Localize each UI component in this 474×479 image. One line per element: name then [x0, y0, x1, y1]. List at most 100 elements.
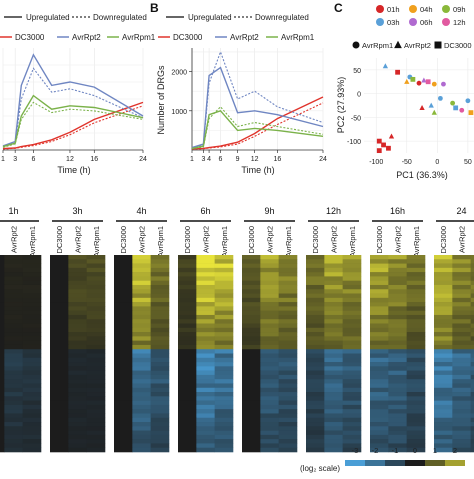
heatmap-cell [343, 332, 362, 337]
heatmap-cell [343, 315, 362, 320]
heatmap-cell [215, 448, 234, 453]
heatmap-cell [242, 306, 261, 311]
heatmap-cell [434, 431, 453, 436]
heatmap-cell [151, 396, 170, 401]
heatmap-cell [68, 324, 87, 329]
heatmap-cell [324, 392, 343, 397]
heatmap-cell [215, 319, 234, 324]
scale-swatch [445, 460, 465, 466]
heatmap-cell [178, 294, 197, 299]
heatmap-cell [242, 345, 261, 350]
heatmap-cell [196, 413, 215, 418]
heatmap-cell [306, 264, 325, 269]
heatmap-cell [151, 302, 170, 307]
heatmap-cell [370, 264, 389, 269]
heatmap-cell [87, 281, 106, 286]
heatmap-cell [196, 294, 215, 299]
heatmap-cell [452, 379, 471, 384]
heatmap-cell [324, 422, 343, 427]
heatmap-cell [452, 354, 471, 359]
heatmap-cell [407, 341, 426, 346]
heatmap-cell [370, 328, 389, 333]
heatmap-cell [178, 396, 197, 401]
heatmap-column-label: AvrRpt2 [330, 226, 339, 253]
heatmap-cell [196, 276, 215, 281]
heatmap-cell [324, 272, 343, 277]
heatmap-time-label: 12h [326, 206, 341, 216]
heatmap-cell [324, 362, 343, 367]
heatmap-cell [178, 443, 197, 448]
y-tick-label: -100 [347, 139, 361, 146]
heatmap-cell [87, 255, 106, 260]
heatmap-cell [434, 255, 453, 260]
heatmap-cell [279, 426, 298, 431]
heatmap-cell [4, 388, 23, 393]
time-legend-dot-12h [442, 18, 450, 26]
heatmap-cell [196, 319, 215, 324]
heatmap-cell [324, 306, 343, 311]
pca-point [450, 101, 455, 106]
heatmap-cell [407, 345, 426, 350]
heatmap-cell [151, 439, 170, 444]
heatmap-cell [452, 439, 471, 444]
heatmap-cell [68, 358, 87, 363]
heatmap-cell [87, 302, 106, 307]
heatmap-cell [114, 272, 133, 277]
heatmap-cell [370, 345, 389, 350]
heatmap-cell [279, 354, 298, 359]
heatmap-cell [178, 332, 197, 337]
heatmap-cell [114, 264, 133, 269]
heatmap-cell [242, 302, 261, 307]
heatmap-cell [23, 281, 42, 286]
heatmap-cell [114, 328, 133, 333]
heatmap-cell [370, 366, 389, 371]
heatmap-column-label: DC3000 [119, 226, 128, 254]
heatmap-cell [370, 396, 389, 401]
heatmap-column-label: AvrRpt2 [74, 226, 83, 253]
heatmap-column-label: AvrRpt2 [394, 226, 403, 253]
heatmap-cell [114, 448, 133, 453]
heatmap-cell [242, 379, 261, 384]
heatmap-cell [407, 289, 426, 294]
heatmap-cell [434, 345, 453, 350]
heatmap-cell [370, 409, 389, 414]
heatmap-cell [23, 332, 42, 337]
heatmap-cell [388, 349, 407, 354]
heatmap-cell [324, 448, 343, 453]
heatmap-cell [4, 306, 23, 311]
time-legend-label-01h: 01h [387, 5, 400, 14]
heatmap-cell [50, 272, 69, 277]
heatmap-cell [4, 332, 23, 337]
heatmap-cell [23, 422, 42, 427]
heatmap-cell [114, 324, 133, 329]
heatmap-cell [87, 319, 106, 324]
heatmap-cell [306, 341, 325, 346]
heatmap-cell [279, 336, 298, 341]
heatmap-cell [370, 281, 389, 286]
heatmap-cell [306, 418, 325, 423]
heatmap-cell [260, 371, 279, 376]
heatmap-cell [452, 405, 471, 410]
heatmap-cell [0, 413, 5, 418]
heatmap-cell [434, 354, 453, 359]
shape-legend-triangle [394, 41, 402, 48]
heatmap-cell [23, 285, 42, 290]
heatmap-cell [370, 336, 389, 341]
heatmap-cell [260, 426, 279, 431]
heatmap-column-label: AvrRpm1 [220, 226, 229, 257]
heatmap-cell [196, 448, 215, 453]
heatmap-cell [132, 413, 151, 418]
heatmap-cell [324, 315, 343, 320]
heatmap-cell [4, 276, 23, 281]
heatmap-cell [324, 311, 343, 316]
heatmap-cell [260, 332, 279, 337]
heatmap-cell [434, 268, 453, 273]
heatmap-cell [23, 255, 42, 260]
heatmap-cell [306, 405, 325, 410]
heatmap-cell [132, 285, 151, 290]
heatmap-cell [242, 413, 261, 418]
heatmap-cell [388, 371, 407, 376]
heatmap-cell [50, 362, 69, 367]
heatmap-cell [23, 371, 42, 376]
heatmap-cell [306, 259, 325, 264]
